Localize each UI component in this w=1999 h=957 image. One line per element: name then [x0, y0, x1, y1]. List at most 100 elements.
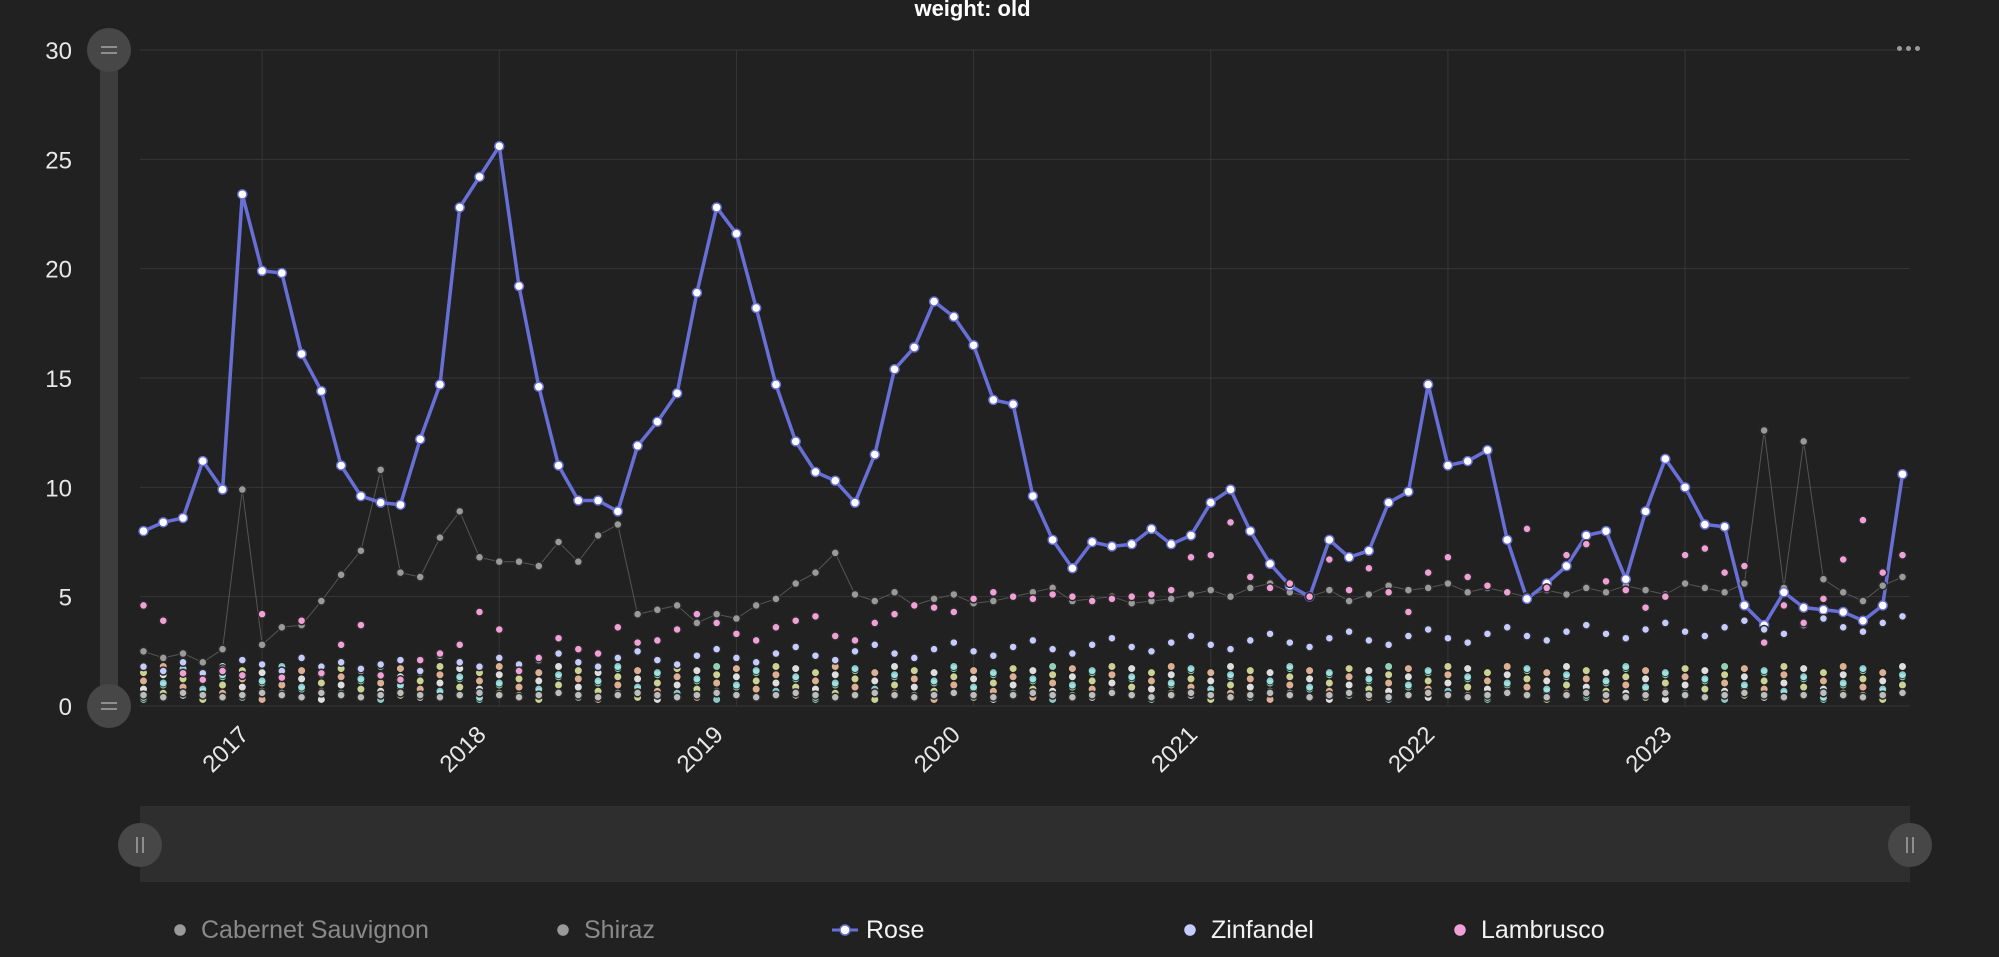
data-point[interactable]	[988, 587, 999, 598]
data-point[interactable]	[1443, 552, 1453, 563]
data-point[interactable]	[790, 688, 801, 698]
data-point[interactable]	[237, 189, 248, 200]
data-point[interactable]	[375, 659, 386, 670]
data-point[interactable]	[632, 440, 643, 452]
data-point[interactable]	[909, 600, 920, 611]
data-point[interactable]	[1166, 594, 1176, 604]
data-point[interactable]	[1680, 550, 1690, 560]
data-point[interactable]	[1581, 620, 1592, 630]
data-point[interactable]	[1521, 593, 1533, 605]
data-point[interactable]	[1739, 688, 1750, 698]
data-point[interactable]	[593, 692, 603, 703]
legend-item[interactable]: Rose	[830, 910, 924, 950]
data-point[interactable]	[1087, 596, 1097, 606]
data-point[interactable]	[553, 537, 564, 547]
data-point[interactable]	[1818, 688, 1829, 698]
data-point[interactable]	[1245, 572, 1256, 582]
data-point[interactable]	[613, 519, 623, 530]
data-point[interactable]	[1165, 538, 1177, 550]
data-point[interactable]	[356, 692, 366, 703]
data-point[interactable]	[1897, 611, 1908, 622]
data-point[interactable]	[1324, 690, 1335, 700]
data-point[interactable]	[1719, 690, 1730, 700]
data-point[interactable]	[1700, 583, 1710, 593]
data-point[interactable]	[672, 659, 682, 670]
data-point[interactable]	[810, 611, 821, 622]
data-point[interactable]	[217, 666, 228, 676]
data-point[interactable]	[454, 640, 465, 650]
data-point[interactable]	[810, 466, 821, 478]
data-point[interactable]	[830, 548, 840, 558]
data-point[interactable]	[810, 567, 821, 578]
data-point[interactable]	[415, 655, 425, 665]
data-point[interactable]	[534, 561, 544, 571]
data-point[interactable]	[158, 653, 169, 663]
data-point[interactable]	[790, 642, 801, 652]
data-point[interactable]	[1285, 578, 1295, 589]
data-point[interactable]	[1186, 631, 1196, 641]
data-point[interactable]	[790, 615, 801, 626]
data-point[interactable]	[671, 388, 683, 399]
data-point[interactable]	[1245, 525, 1256, 537]
data-point[interactable]	[1106, 541, 1118, 552]
data-point[interactable]	[573, 495, 584, 506]
data-point[interactable]	[296, 692, 307, 703]
data-point[interactable]	[1482, 690, 1493, 700]
data-point[interactable]	[810, 690, 821, 700]
data-point[interactable]	[415, 666, 425, 676]
data-point[interactable]	[1561, 589, 1572, 600]
data-point[interactable]	[771, 622, 781, 633]
data-point[interactable]	[711, 202, 722, 213]
data-point[interactable]	[949, 589, 959, 600]
data-point[interactable]	[276, 267, 288, 279]
data-point[interactable]	[830, 692, 840, 703]
data-point[interactable]	[1344, 626, 1354, 637]
data-point[interactable]	[395, 675, 406, 685]
data-point[interactable]	[1047, 644, 1058, 654]
data-point[interactable]	[1462, 692, 1473, 703]
y-zoom-handle[interactable]	[87, 28, 131, 72]
data-point[interactable]	[870, 688, 880, 698]
y-zoom-handle[interactable]	[87, 684, 131, 728]
data-point[interactable]	[850, 646, 860, 657]
data-point[interactable]	[1581, 530, 1592, 541]
data-point[interactable]	[553, 688, 564, 698]
data-point[interactable]	[1364, 690, 1374, 700]
data-point[interactable]	[514, 692, 524, 703]
data-point[interactable]	[988, 692, 999, 703]
data-point[interactable]	[1344, 596, 1354, 606]
data-point[interactable]	[1423, 583, 1433, 593]
data-point[interactable]	[474, 688, 485, 698]
data-point[interactable]	[1877, 618, 1888, 628]
data-point[interactable]	[1047, 589, 1058, 600]
data-point[interactable]	[1107, 594, 1117, 604]
data-point[interactable]	[494, 140, 505, 152]
data-point[interactable]	[1719, 521, 1730, 532]
data-point[interactable]	[731, 613, 742, 624]
data-point[interactable]	[494, 624, 505, 635]
data-point[interactable]	[1739, 578, 1750, 589]
data-point[interactable]	[929, 690, 939, 700]
data-point[interactable]	[1087, 640, 1097, 650]
data-point[interactable]	[870, 596, 880, 606]
data-point[interactable]	[1877, 567, 1888, 578]
data-point[interactable]	[1225, 591, 1236, 602]
data-point[interactable]	[257, 640, 267, 650]
data-point[interactable]	[1640, 602, 1651, 613]
data-point[interactable]	[138, 600, 149, 611]
data-point[interactable]	[1541, 692, 1552, 703]
data-point[interactable]	[336, 640, 346, 650]
data-point[interactable]	[948, 311, 960, 323]
data-point[interactable]	[672, 600, 682, 611]
data-point[interactable]	[1443, 690, 1453, 700]
data-point[interactable]	[870, 618, 880, 628]
data-point[interactable]	[1502, 622, 1512, 633]
data-point[interactable]	[1779, 629, 1789, 639]
data-point[interactable]	[1186, 552, 1196, 563]
data-point[interactable]	[949, 688, 959, 698]
data-point[interactable]	[1759, 690, 1769, 700]
data-point[interactable]	[1739, 600, 1750, 611]
data-point[interactable]	[573, 644, 584, 654]
data-point[interactable]	[1601, 629, 1611, 639]
data-point[interactable]	[1699, 519, 1711, 530]
